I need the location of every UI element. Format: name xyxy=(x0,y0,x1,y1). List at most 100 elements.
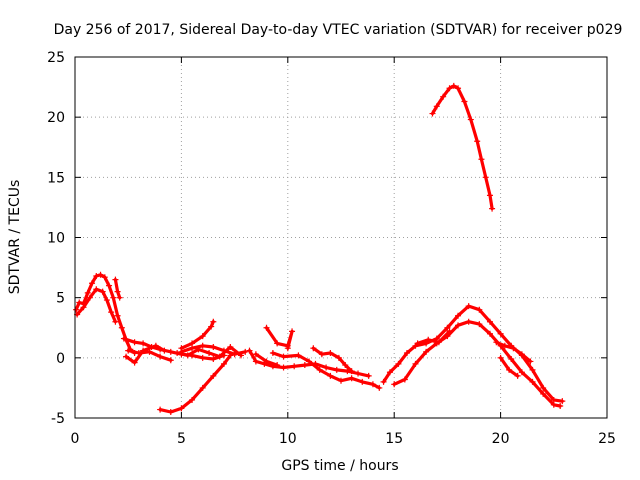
data-point xyxy=(184,352,191,359)
data-point xyxy=(433,103,440,110)
data-point xyxy=(108,309,115,316)
data-point xyxy=(316,366,323,373)
data-point xyxy=(106,282,113,289)
x-tick-label: 5 xyxy=(177,431,186,447)
data-point xyxy=(89,280,96,287)
data-point xyxy=(116,294,123,301)
y-tick-label: 5 xyxy=(56,291,65,307)
data-point xyxy=(199,333,206,340)
data-point xyxy=(73,306,80,313)
data-point xyxy=(489,205,496,212)
x-tick-label: 10 xyxy=(279,431,297,447)
data-point xyxy=(529,366,536,373)
data-point xyxy=(84,289,91,296)
x-tick-label: 15 xyxy=(385,431,403,447)
data-point xyxy=(227,344,234,351)
data-point xyxy=(167,357,174,364)
data-point xyxy=(263,324,270,331)
data-point xyxy=(216,353,223,360)
data-point xyxy=(446,85,453,92)
data-point xyxy=(518,369,525,376)
data-point xyxy=(174,350,181,357)
data-point xyxy=(101,274,108,281)
data-point xyxy=(412,360,419,367)
data-point xyxy=(227,352,234,359)
data-point xyxy=(295,352,302,359)
x-tick-label: 0 xyxy=(71,431,80,447)
data-point xyxy=(403,350,410,357)
data-point xyxy=(289,328,296,335)
series-trace xyxy=(75,287,117,324)
data-point xyxy=(369,381,376,388)
data-point xyxy=(510,345,517,352)
data-point xyxy=(440,93,447,100)
data-point xyxy=(274,362,281,369)
x-tick-label: 25 xyxy=(598,431,616,447)
data-point xyxy=(86,294,93,301)
data-point xyxy=(455,312,462,319)
data-point xyxy=(310,345,317,352)
data-point xyxy=(112,318,119,325)
data-point xyxy=(455,322,462,329)
data-point xyxy=(386,369,393,376)
x-tick-label: 20 xyxy=(492,431,510,447)
data-point xyxy=(486,192,493,199)
data-point xyxy=(435,339,442,346)
series-afternoon-rise xyxy=(380,303,566,409)
data-point xyxy=(97,271,104,278)
data-point xyxy=(318,351,325,358)
y-axis-label: SDTVAR / TECUs xyxy=(7,180,23,295)
data-point xyxy=(114,288,121,295)
data-point xyxy=(465,318,472,325)
y-tick-label: 15 xyxy=(47,170,65,186)
data-point xyxy=(252,351,259,358)
data-point xyxy=(506,366,513,373)
data-point xyxy=(161,347,168,354)
data-point xyxy=(429,110,436,117)
data-point xyxy=(269,350,276,357)
data-point xyxy=(342,362,349,369)
data-point xyxy=(280,353,287,360)
data-point xyxy=(125,347,132,354)
data-point xyxy=(120,335,127,342)
data-point xyxy=(208,323,215,330)
data-point xyxy=(210,318,217,325)
data-point xyxy=(423,348,430,355)
data-point xyxy=(301,362,308,369)
data-point xyxy=(157,353,164,360)
data-point xyxy=(93,286,100,293)
data-point xyxy=(391,381,398,388)
data-point xyxy=(195,346,202,353)
data-point xyxy=(529,378,536,385)
data-point xyxy=(550,401,557,408)
data-point xyxy=(465,303,472,310)
data-point xyxy=(178,405,185,412)
series-descending-arc xyxy=(157,352,234,415)
data-point xyxy=(140,347,147,354)
data-point xyxy=(450,82,457,89)
data-point xyxy=(476,321,483,328)
data-point xyxy=(444,324,451,331)
data-point xyxy=(401,376,408,383)
data-point xyxy=(220,360,227,367)
data-point xyxy=(327,350,334,357)
data-layer xyxy=(73,82,566,415)
data-point xyxy=(167,348,174,355)
data-point xyxy=(189,396,196,403)
data-point xyxy=(497,354,504,361)
data-point xyxy=(359,378,366,385)
data-point xyxy=(527,358,534,365)
data-point xyxy=(508,356,515,363)
y-tick-label: 25 xyxy=(47,50,65,66)
data-point xyxy=(210,356,217,363)
data-point xyxy=(210,372,217,379)
data-point xyxy=(284,345,291,352)
data-point xyxy=(455,85,462,92)
y-tick-label: -5 xyxy=(51,411,65,427)
data-point xyxy=(167,408,174,415)
series-early-arc xyxy=(73,271,138,357)
data-point xyxy=(557,402,564,409)
data-point xyxy=(189,340,196,347)
